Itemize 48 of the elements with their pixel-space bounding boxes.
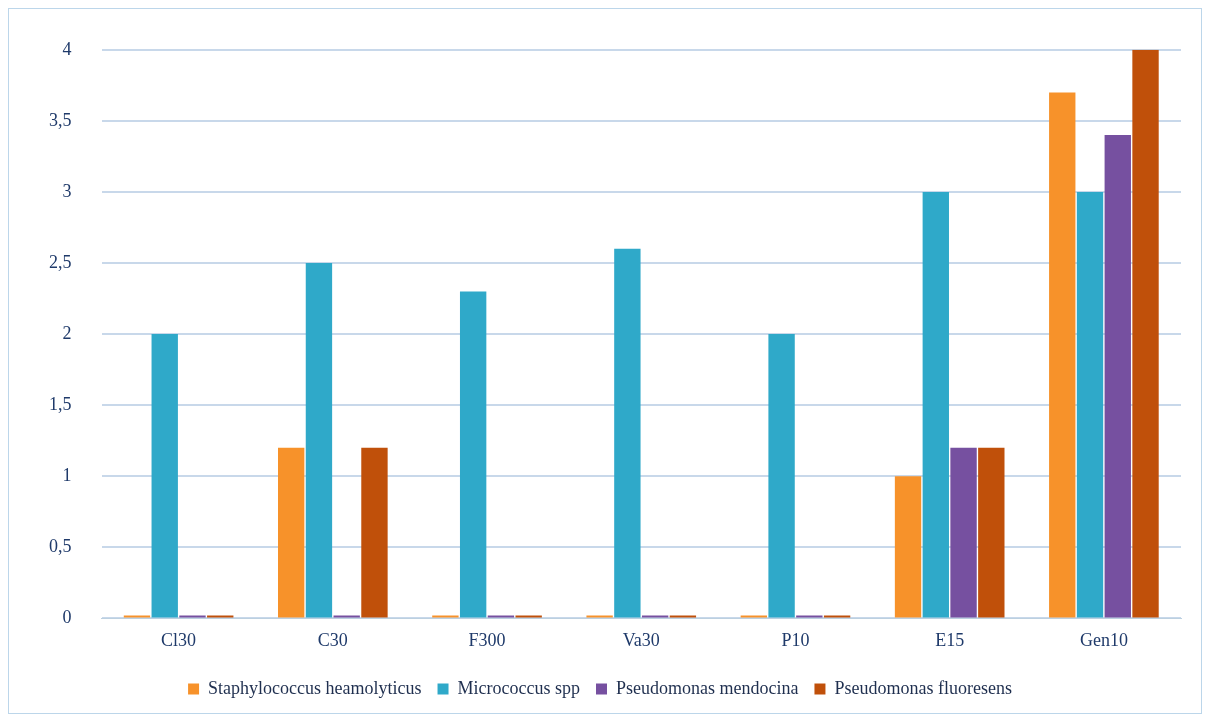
bar [305,263,333,618]
bar [361,447,388,618]
bar [432,615,459,618]
bar [641,615,669,618]
bar [823,615,851,618]
bar [894,476,922,618]
bar [768,334,795,618]
y-tick-label: 2,5 [49,251,72,272]
y-tick-label: 3,5 [49,109,72,130]
bar [1132,49,1159,618]
legend-label: Micrococcus spp [457,677,580,698]
y-tick-label: 0 [62,607,72,628]
y-tick-label: 3 [62,180,72,201]
bar [515,615,542,618]
bar [740,615,768,618]
bar [151,334,178,618]
bar [179,615,206,618]
legend-label: Pseudomonas mendocina [615,677,799,698]
bar [586,615,613,618]
y-tick-label: 4 [62,38,72,59]
y-tick-label: 0,5 [49,536,72,557]
x-tick-label: Va30 [622,629,660,650]
bar [459,291,487,618]
bar [487,615,515,618]
x-tick-label: C30 [317,629,348,650]
bar [207,615,234,618]
bar [922,191,949,618]
bar [796,615,823,618]
bar [669,615,697,618]
legend-label: Pseudomonas fluoresens [834,677,1012,698]
bar [123,615,151,618]
x-tick-label: F300 [468,629,506,650]
bar [278,447,305,618]
bar [1076,191,1104,618]
bar [950,447,977,618]
x-tick-label: Cl30 [161,629,197,650]
y-tick-label: 2 [62,322,72,343]
x-tick-label: E15 [935,629,965,650]
legend-label: Staphylococcus heamolyticus [208,677,422,698]
bar [614,248,641,618]
y-tick-label: 1 [62,464,72,485]
bar [978,447,1005,618]
x-tick-label: P10 [781,629,810,650]
x-tick-label: Gen10 [1079,629,1128,650]
bar [333,615,360,618]
y-tick-label: 1,5 [49,393,72,414]
bar [1104,135,1131,618]
bar [1049,92,1076,618]
